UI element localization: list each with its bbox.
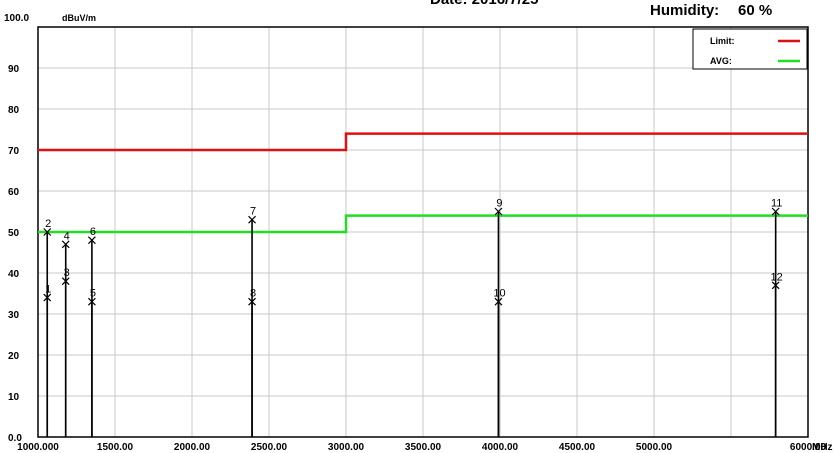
marker-point	[771, 207, 780, 216]
marker-label: 3	[64, 267, 70, 279]
marker-point	[494, 207, 503, 216]
x-tick-label: 4000.00	[482, 442, 519, 453]
y-tick-label: 20	[8, 351, 20, 362]
x-tick-label: 1500.00	[97, 442, 134, 453]
marker-point	[248, 215, 256, 224]
legend-label: Limit:	[710, 36, 735, 46]
y-tick-label: 40	[8, 269, 20, 280]
x-tick-label: 4500.00	[559, 442, 596, 453]
x-tick-label: 6000.00	[790, 442, 827, 453]
marker-label: 6	[90, 226, 96, 238]
humidity-label: Humidity:	[650, 2, 720, 19]
y-tick-label: 80	[8, 105, 20, 116]
marker-point	[87, 236, 96, 245]
x-tick-label: 1000.000	[17, 442, 59, 453]
marker-point	[494, 297, 503, 306]
marker-label: 4	[64, 230, 70, 242]
legend-label: AVG:	[710, 56, 732, 66]
x-tick-label: 3500.00	[405, 442, 442, 453]
series-layer	[38, 132, 808, 234]
legend-box	[692, 28, 808, 70]
y-unit-label: dBuV/m	[62, 13, 96, 23]
y-tick-label: 10	[8, 392, 20, 403]
y-tick-label: 60	[8, 187, 20, 198]
grid	[38, 27, 808, 437]
marker-point	[248, 297, 256, 306]
y-tick-label: 90	[8, 64, 20, 75]
series-line	[38, 132, 808, 152]
y-top-label: 100.0	[4, 13, 29, 24]
test-date: Date: 2016/7/25	[430, 0, 538, 8]
marker-label: 5	[90, 288, 96, 300]
y-tick-label: 70	[8, 146, 20, 157]
legend: Limit: AVG:	[692, 28, 808, 70]
marker-label: 8	[250, 288, 256, 300]
humidity-value: 60 %	[738, 2, 773, 19]
marker-label: 11	[771, 198, 782, 210]
y-tick-label: 30	[8, 310, 20, 321]
x-unit-label: MHz	[812, 442, 833, 453]
marker-point	[771, 281, 780, 290]
axis-layer: 100.0 dBuV/m MHz 0.0 10 20 30 40 50 60 70 80 90 10…	[4, 13, 833, 453]
y-tick-label: 0.0	[8, 433, 22, 444]
marker-label: 2	[45, 218, 51, 230]
x-tick-label: 2500.00	[251, 442, 288, 453]
marker-label: 1	[45, 284, 51, 296]
x-tick-label: 2000.00	[174, 442, 211, 453]
x-tick-label: 3000.00	[328, 442, 365, 453]
marker-label: 10	[493, 288, 505, 300]
marker-point	[43, 228, 52, 236]
marker-label: 7	[250, 206, 256, 218]
series-line	[38, 214, 808, 234]
y-tick-label: 50	[8, 228, 20, 239]
x-tick-label: 5000.00	[636, 442, 673, 453]
marker-label: 12	[771, 271, 783, 283]
marker-label: 9	[496, 198, 502, 210]
marker-point	[61, 240, 70, 249]
